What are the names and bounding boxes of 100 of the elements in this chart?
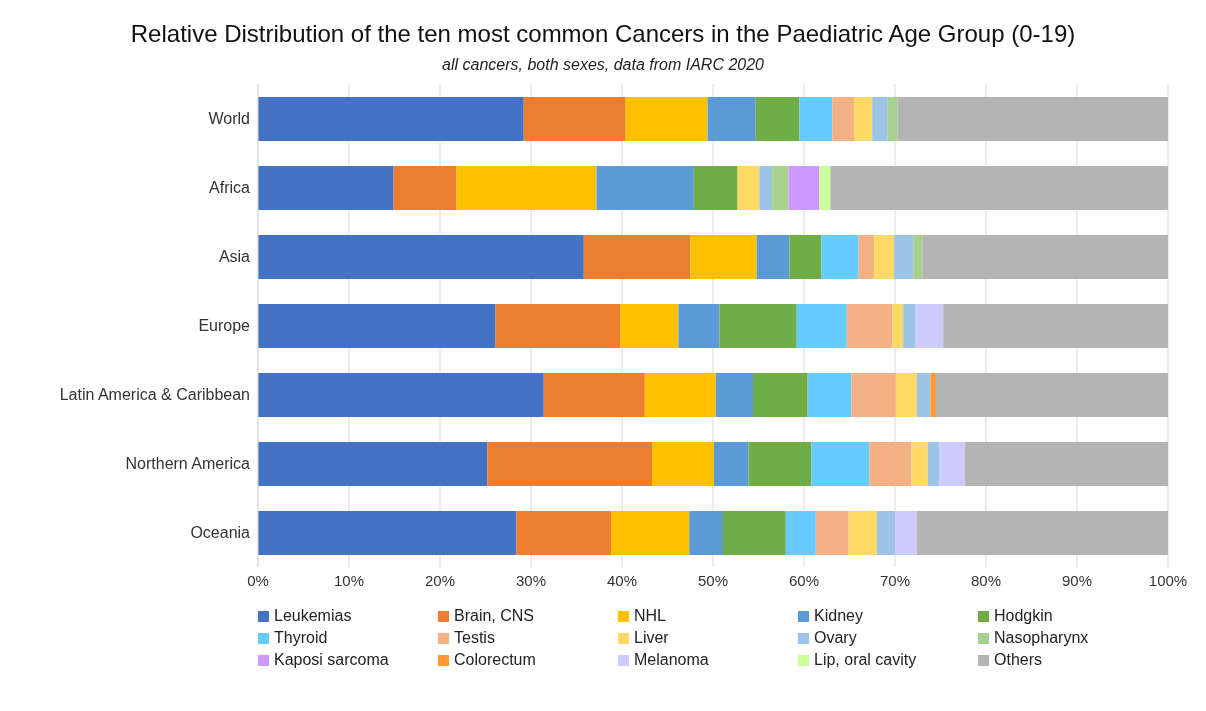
bar	[583, 235, 691, 279]
bar	[756, 235, 790, 279]
bar	[620, 304, 679, 348]
bar	[872, 97, 888, 141]
y-tick-label: World	[208, 110, 250, 128]
x-tick-label: 90%	[1061, 571, 1093, 589]
bar	[753, 373, 808, 417]
legend-label: Liver	[634, 629, 669, 647]
bar	[903, 304, 916, 348]
bar	[713, 442, 749, 486]
y-tick-label: Europe	[198, 317, 251, 335]
bar	[916, 511, 1168, 555]
bar	[965, 442, 1168, 486]
bar	[796, 304, 847, 348]
bar	[789, 235, 822, 279]
bar	[922, 235, 1168, 279]
bar	[887, 97, 898, 141]
chart-subtitle: all cancers, both sexes, data from IARC 2020	[441, 56, 765, 74]
bar	[759, 166, 773, 210]
bar	[456, 166, 597, 210]
x-tick-label: 80%	[970, 571, 1002, 589]
bar	[830, 166, 1168, 210]
bar	[788, 166, 820, 210]
legend-label: Ovary	[814, 629, 857, 647]
bar	[611, 511, 690, 555]
bar	[916, 373, 931, 417]
legend-label: Colorectum	[454, 651, 536, 669]
legend-label: Nasopharynx	[994, 629, 1089, 647]
legend-label: NHL	[634, 607, 667, 625]
x-tick-label: 100%	[1148, 571, 1188, 589]
bar	[678, 304, 720, 348]
bar	[895, 511, 917, 555]
bar	[913, 235, 923, 279]
bar	[935, 373, 1168, 417]
bar	[851, 373, 896, 417]
bar	[737, 166, 760, 210]
bar	[516, 511, 612, 555]
bar	[693, 166, 738, 210]
bar	[815, 511, 849, 555]
bar	[723, 511, 786, 555]
bar	[258, 442, 488, 486]
bar	[832, 97, 855, 141]
bar	[690, 235, 757, 279]
bar	[874, 235, 895, 279]
bar	[543, 373, 645, 417]
bar	[772, 166, 789, 210]
legend-label: Kidney	[814, 607, 863, 625]
y-tick-label: Africa	[209, 179, 251, 197]
y-tick-label: Asia	[218, 248, 251, 266]
bar	[819, 166, 831, 210]
legend-label: Brain, CNS	[454, 607, 535, 625]
y-tick-label: Oceania	[190, 524, 251, 542]
bar	[876, 511, 895, 555]
bar	[811, 442, 870, 486]
legend-label: Melanoma	[634, 651, 709, 669]
bar	[258, 166, 394, 210]
chart-title: Relative Distribution of the ten most common Cancers in the Paediatric Age Group (0-19)	[129, 20, 1077, 48]
bar	[707, 97, 756, 141]
bar	[652, 442, 714, 486]
y-tick-label: Latin America & Caribbean	[59, 386, 250, 404]
bar	[258, 235, 584, 279]
bar	[943, 304, 1168, 348]
bar	[846, 304, 893, 348]
bar	[911, 442, 928, 486]
bar	[892, 304, 904, 348]
bar	[644, 373, 716, 417]
legend-label: Others	[994, 651, 1043, 669]
bar	[719, 304, 797, 348]
bar	[927, 442, 940, 486]
bar	[755, 97, 800, 141]
bar	[596, 166, 694, 210]
bar	[258, 304, 496, 348]
bar	[258, 511, 517, 555]
bar	[894, 235, 914, 279]
bar	[495, 304, 621, 348]
bar	[799, 97, 833, 141]
legend-label: Leukemias	[274, 607, 352, 625]
bar	[393, 166, 457, 210]
bar	[487, 442, 653, 486]
bar	[939, 442, 966, 486]
legend-label: Thyroid	[274, 629, 328, 647]
bar	[785, 511, 816, 555]
legend-label: Testis	[454, 629, 495, 647]
bar	[258, 373, 544, 417]
x-tick-label: 60%	[788, 571, 820, 589]
x-tick-label: 10%	[333, 571, 365, 589]
legend-label: Lip, oral cavity	[814, 651, 917, 669]
bar	[748, 442, 812, 486]
x-tick-label: 0%	[247, 571, 269, 589]
x-tick-label: 40%	[606, 571, 638, 589]
bar	[895, 373, 917, 417]
bar	[258, 97, 524, 141]
bar	[854, 97, 873, 141]
legend-label: Kaposi sarcoma	[274, 651, 389, 669]
bar	[821, 235, 859, 279]
bar	[523, 97, 626, 141]
bar	[897, 97, 1168, 141]
x-tick-label: 50%	[697, 571, 729, 589]
bar	[848, 511, 877, 555]
y-tick-label: Northern America	[125, 455, 251, 473]
